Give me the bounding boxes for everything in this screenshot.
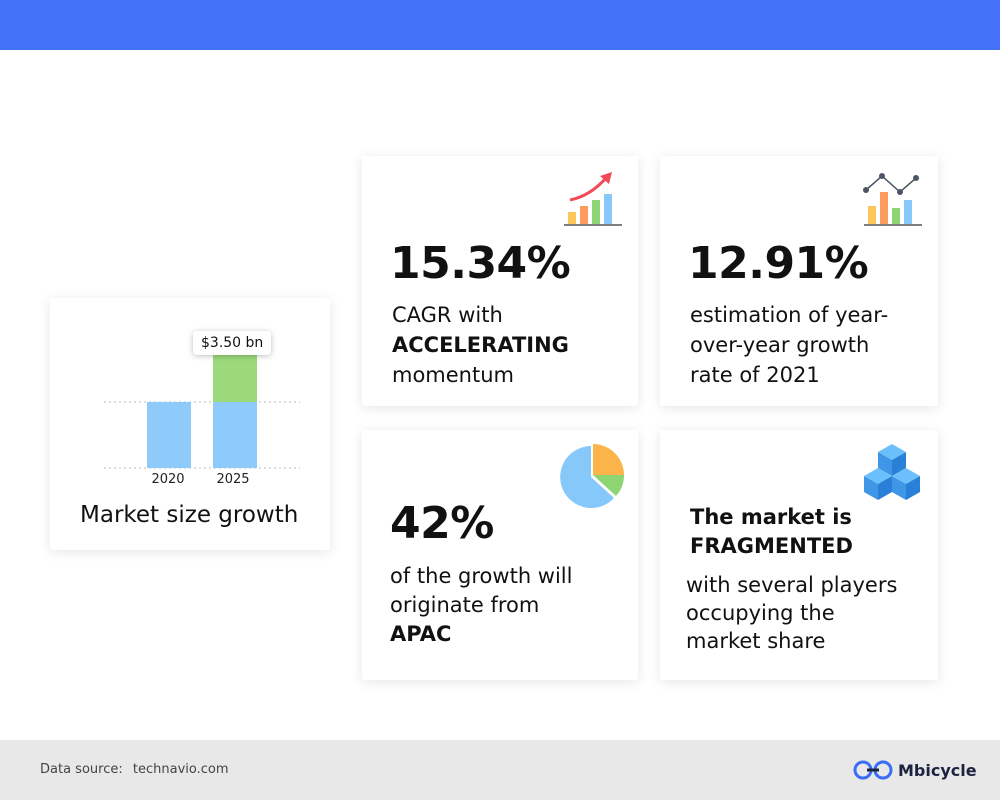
apac-card: 42% of the growth will originate from AP…: [362, 430, 638, 680]
rising-bar-chart-icon: [564, 172, 622, 226]
yoy-text-3: rate of 2021: [690, 363, 820, 387]
fragmented-text-2: occupying the: [686, 601, 835, 625]
apac-text-1: of the growth will: [390, 564, 573, 588]
data-source-label: Data source:: [40, 762, 123, 777]
cubes-icon: [864, 444, 920, 500]
brand-name: Mbicycle: [898, 760, 977, 780]
cagr-value: 15.34%: [390, 238, 571, 289]
line-bar-chart-icon: [863, 173, 922, 226]
pie-chart-icon: [560, 444, 625, 508]
data-source: Data source: technavio.com: [40, 762, 229, 777]
cagr-text-3: momentum: [392, 363, 514, 387]
fragmented-text-1: with several players: [686, 573, 898, 597]
brand-logo: Mbicycle: [852, 756, 977, 784]
data-source-value: technavio.com: [132, 762, 229, 777]
fragmented-head-1: The market is: [690, 505, 852, 529]
value-annotation: $3.50 bn: [193, 331, 272, 355]
apac-text-2: originate from: [390, 593, 540, 617]
apac-value: 42%: [390, 498, 494, 549]
yoy-text-2: over-year growth: [690, 333, 870, 357]
yoy-card: 12.91% estimation of year- over-year gro…: [660, 156, 938, 406]
fragmented-text-3: market share: [686, 629, 826, 653]
yoy-value: 12.91%: [688, 238, 869, 289]
market-size-chart: [104, 352, 300, 469]
bar-2025-base: [213, 402, 257, 468]
cagr-card: 15.34% CAGR with ACCELERATING momentum: [362, 156, 638, 406]
market-size-card: $3.50 bn 2020 2025 Market size growth: [50, 298, 330, 550]
fragmented-head-2: FRAGMENTED: [690, 534, 853, 558]
x-tick-2025: 2025: [216, 472, 250, 487]
top-accent-bar: [0, 0, 1000, 50]
apac-text-3: APAC: [390, 622, 452, 646]
mbicycle-logo-icon: [853, 760, 893, 780]
bar-2025-growth: [213, 352, 257, 402]
cagr-text-1: CAGR with: [392, 303, 503, 327]
fragmented-card: The market is FRAGMENTED with several pl…: [660, 430, 938, 680]
x-tick-2020: 2020: [151, 472, 185, 487]
chart-title: Market size growth: [80, 502, 299, 528]
cagr-text-2: ACCELERATING: [392, 333, 569, 357]
yoy-text-1: estimation of year-: [690, 303, 889, 327]
bar-2020-base: [147, 402, 191, 468]
footer: Data source: technavio.com Mbicycle: [0, 740, 1000, 800]
